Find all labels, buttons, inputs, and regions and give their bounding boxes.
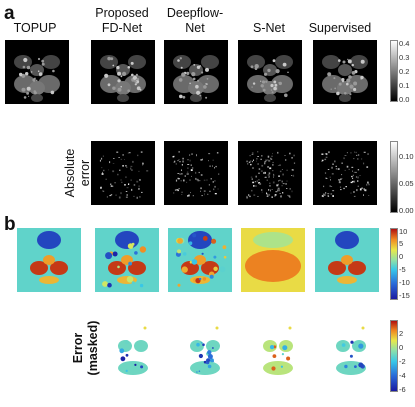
colorbar-intensity — [390, 40, 398, 102]
colorbar-field-tick: -15 — [399, 291, 410, 300]
masked-error-image-deepflow — [173, 320, 237, 384]
colorbar-masked-error-tick: -6 — [399, 385, 406, 394]
colorbar-field-tick: 10 — [399, 227, 408, 236]
colorbar-field-tick: 5 — [399, 239, 404, 248]
column-header-topup: TOPUP — [13, 21, 57, 35]
colorbar-abs-error-tick: 0.10 — [399, 152, 414, 161]
row-label-error-masked: Error (masked) — [71, 320, 100, 376]
masked-error-image-snet — [246, 320, 310, 384]
brain-image-supervised — [313, 40, 377, 104]
field-map-fdnet — [95, 228, 159, 292]
colorbar-masked-error-tick: 2 — [399, 329, 404, 338]
field-map-topup — [17, 228, 81, 292]
brain-image-topup — [5, 40, 69, 104]
column-header-fdnet: Proposed FD-Net — [95, 6, 149, 35]
colorbar-field-tick: -10 — [399, 278, 410, 287]
panel-letter-b: b — [4, 214, 16, 235]
abs-error-image-supervised — [313, 141, 377, 205]
column-header-deepflow: Deepflow- Net — [166, 6, 224, 35]
colorbar-masked-error-tick: -2 — [399, 357, 406, 366]
colorbar-masked-error-tick: 0 — [399, 343, 404, 352]
colorbar-intensity-tick: 0.4 — [399, 39, 410, 48]
column-header-snet: S-Net — [253, 21, 285, 35]
colorbar-intensity-tick: 0.3 — [399, 53, 410, 62]
column-header-supervised: Supervised — [308, 21, 372, 35]
row-label-absolute-error: Absolute error — [63, 148, 92, 198]
colorbar-masked-error-tick: -4 — [399, 371, 406, 380]
abs-error-image-fdnet — [91, 141, 155, 205]
colorbar-abs-error — [390, 141, 398, 213]
colorbar-intensity-tick: 0.2 — [399, 67, 410, 76]
field-map-deepflow — [168, 228, 232, 292]
masked-error-image-fdnet — [101, 320, 165, 384]
brain-image-deepflow — [164, 40, 228, 104]
panel-letter-a: a — [4, 3, 15, 24]
brain-image-snet — [238, 40, 302, 104]
colorbar-masked-error — [390, 320, 398, 392]
field-map-supervised — [315, 228, 379, 292]
colorbar-intensity-tick: 0.0 — [399, 95, 410, 104]
field-map-snet — [241, 228, 305, 292]
brain-image-fdnet — [91, 40, 155, 104]
colorbar-abs-error-tick: 0.05 — [399, 179, 414, 188]
abs-error-image-deepflow — [164, 141, 228, 205]
colorbar-abs-error-tick: 0.00 — [399, 206, 414, 215]
colorbar-field — [390, 228, 398, 300]
masked-error-image-supervised — [319, 320, 383, 384]
abs-error-image-snet — [238, 141, 302, 205]
colorbar-field-tick: -5 — [399, 265, 406, 274]
colorbar-field-tick: 0 — [399, 252, 404, 261]
colorbar-intensity-tick: 0.1 — [399, 81, 410, 90]
